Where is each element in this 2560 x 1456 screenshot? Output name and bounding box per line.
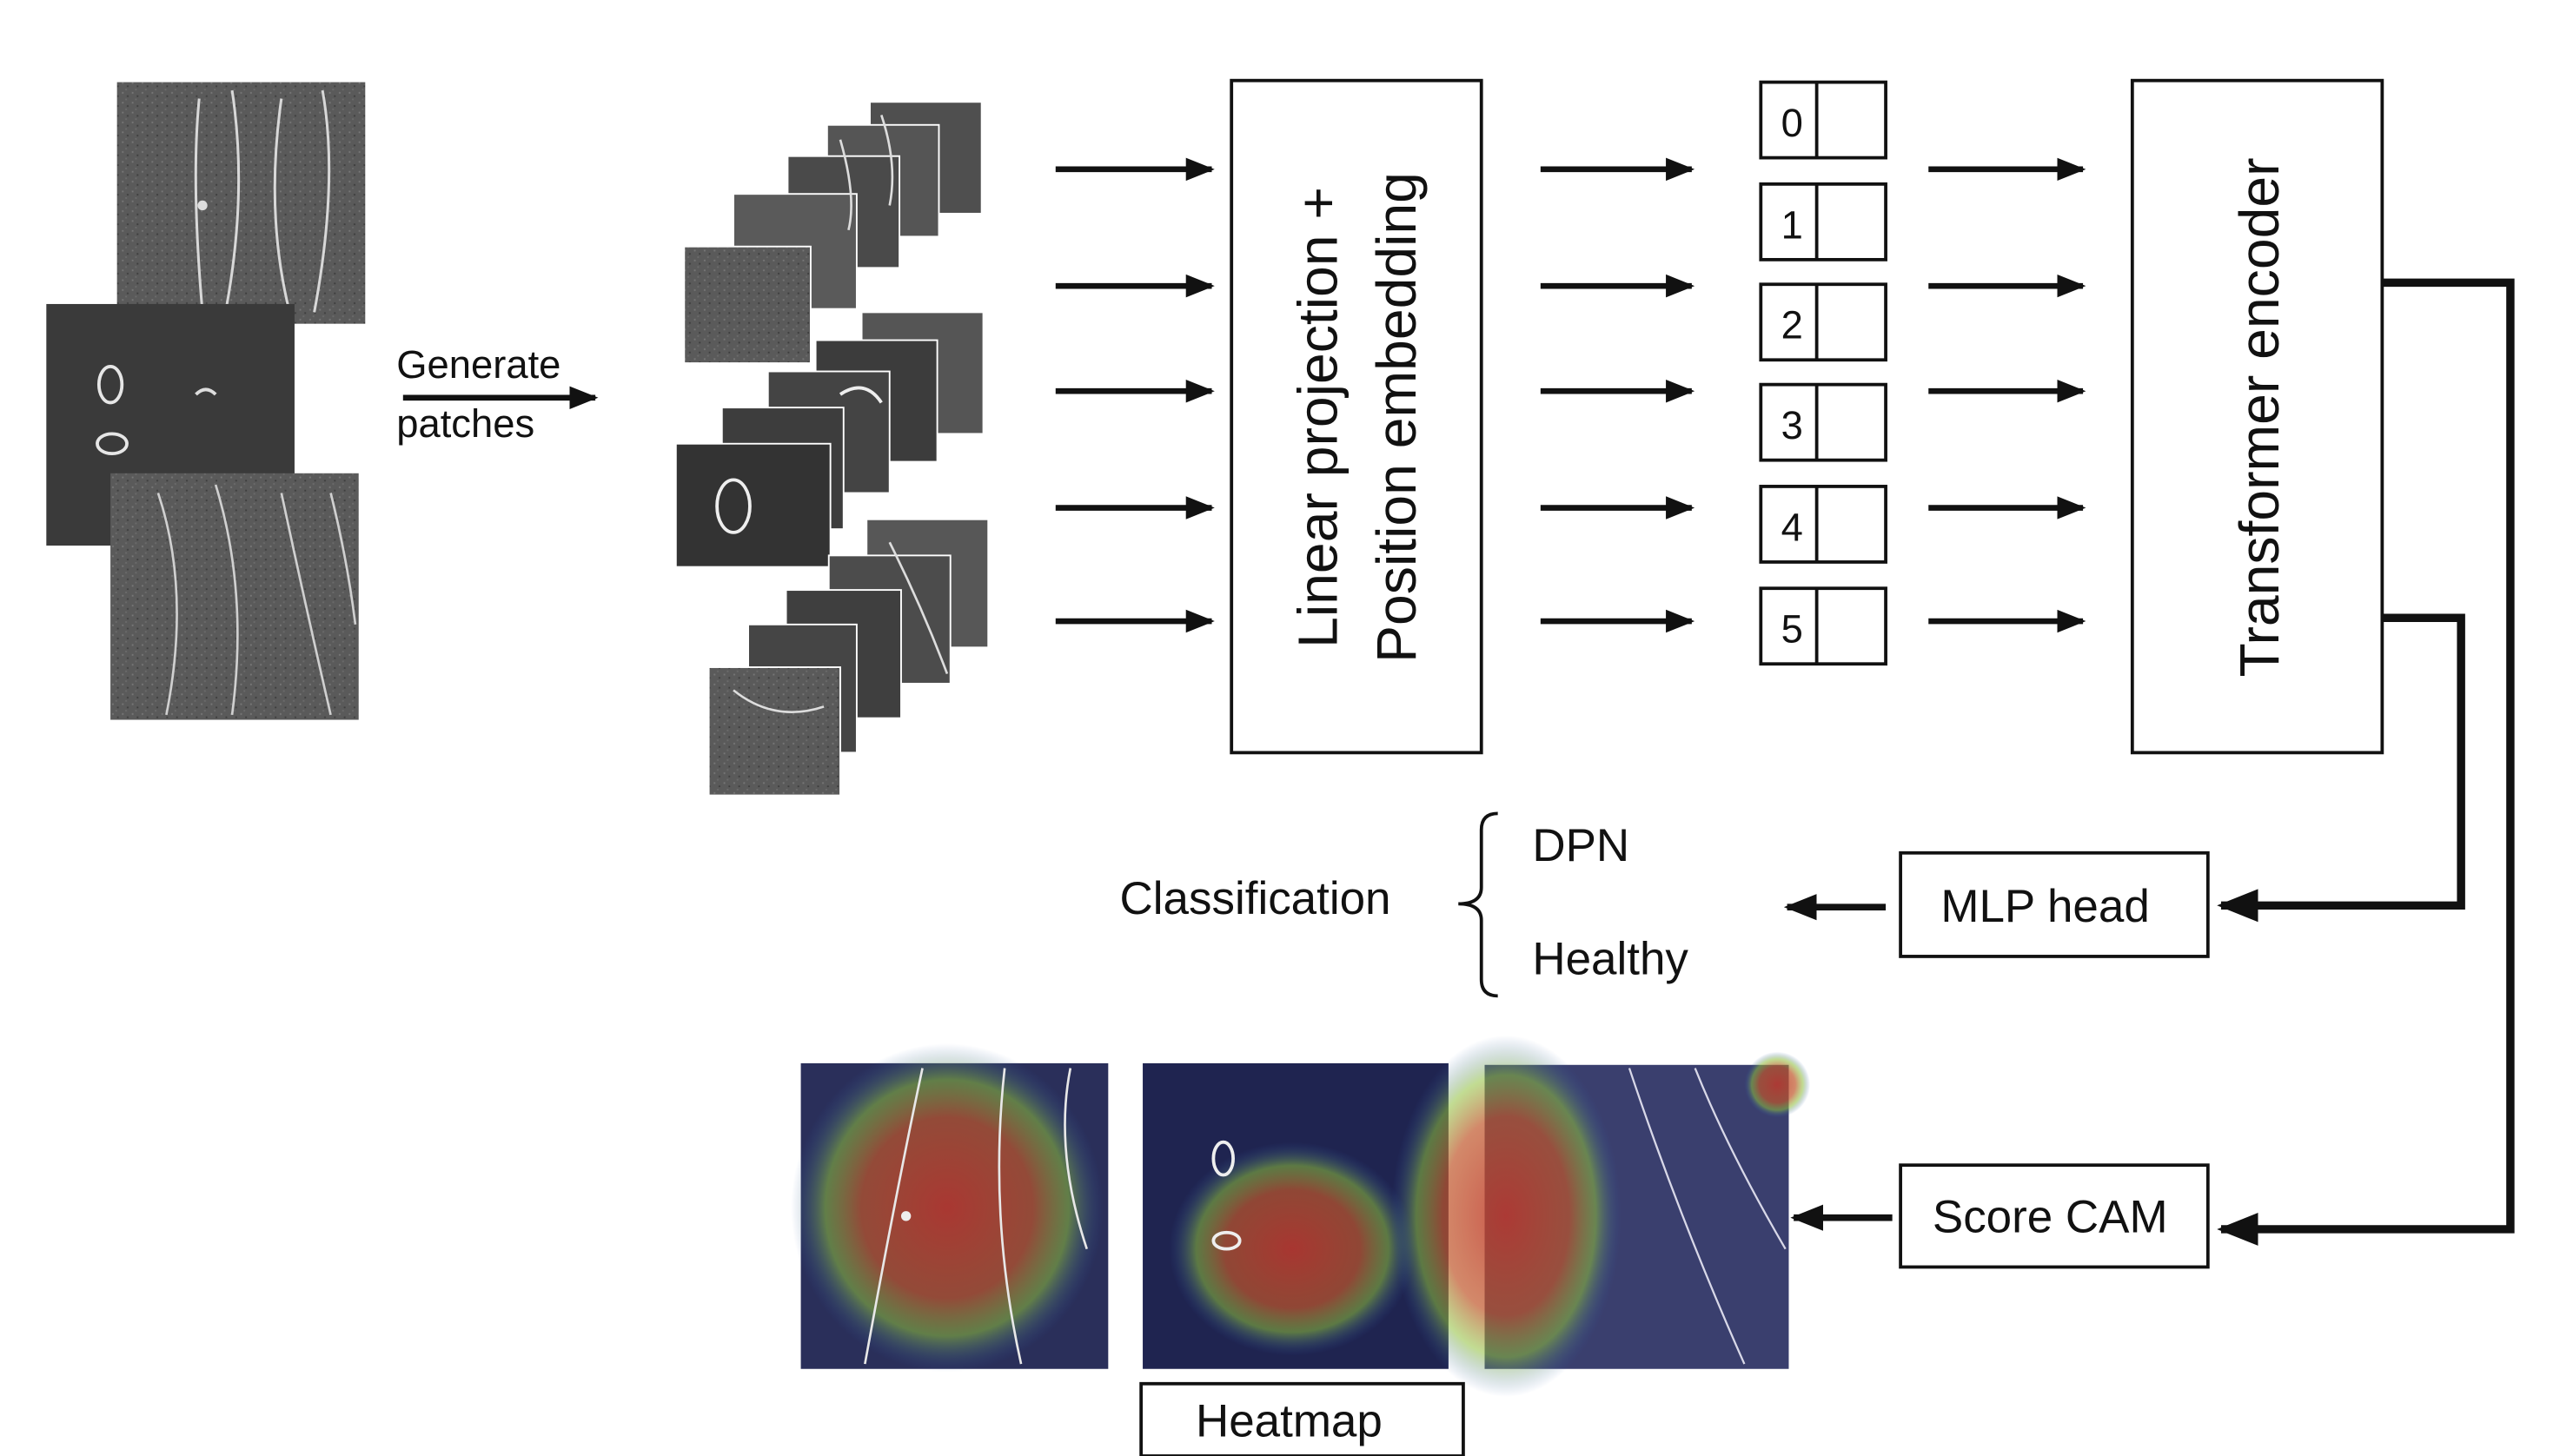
- input-image-3: [110, 473, 359, 720]
- classification-label: Classification: [1120, 873, 1391, 924]
- projection-label-line1: Linear projection +: [1286, 187, 1349, 648]
- heatmap-image-1: [791, 1043, 1109, 1373]
- encoder-box: Transformer encoder: [2130, 78, 2384, 755]
- encoder-output-connectors: [2217, 278, 2515, 1246]
- connector-to-mlp: [2217, 613, 2465, 923]
- token-index: 5: [1781, 607, 1803, 652]
- generate-label-line1: Generate: [396, 342, 560, 387]
- patch-stacks: [674, 101, 990, 797]
- token-index: 1: [1781, 202, 1803, 247]
- generate-label-line2: patches: [396, 401, 534, 446]
- token-4: 4: [1759, 485, 1887, 564]
- heatmap-images: [791, 1035, 1811, 1397]
- projection-to-token-arrows: [1540, 157, 1695, 633]
- patch-to-projection-arrows: [1055, 157, 1215, 633]
- mlp-head-box: MLP head: [1899, 850, 2210, 958]
- patch-stack-1: [683, 101, 983, 364]
- token-index: 3: [1781, 403, 1803, 447]
- class-healthy: Healthy: [1532, 934, 1688, 985]
- token-1: 1: [1759, 182, 1887, 261]
- scorecam-box: Score CAM: [1899, 1163, 2210, 1269]
- classification-brace: [1458, 811, 1498, 998]
- patch-stack-2: [674, 311, 985, 568]
- token-index: 2: [1781, 303, 1803, 347]
- class-dpn: DPN: [1532, 820, 1629, 871]
- heatmap-image-3: [1390, 1035, 1811, 1397]
- token-index: 4: [1781, 505, 1803, 549]
- projection-box: Linear projection + Position embedding: [1230, 78, 1483, 755]
- token-0: 0: [1759, 80, 1887, 160]
- token-2: 2: [1759, 282, 1887, 362]
- input-images: [46, 82, 366, 720]
- patch-stack-3: [707, 518, 990, 797]
- input-image-1: [116, 82, 366, 324]
- heatmap-label: Heatmap: [1196, 1395, 1383, 1446]
- token-3: 3: [1759, 382, 1887, 462]
- classification-group: Classification DPN Healthy: [1120, 811, 1688, 998]
- token-5: 5: [1759, 586, 1887, 666]
- encoder-label: Transformer encoder: [2228, 158, 2291, 678]
- mlp-head-label: MLP head: [1940, 881, 2149, 932]
- token-column: 0 1 2 3 4 5: [1759, 80, 1887, 666]
- token-index: 0: [1781, 101, 1803, 145]
- projection-label-line2: Position embedding: [1365, 172, 1428, 663]
- token-to-encoder-arrows: [1928, 157, 2086, 633]
- scorecam-label: Score CAM: [1933, 1192, 2168, 1243]
- heatmap-label-box: Heatmap: [1139, 1381, 1465, 1456]
- connector-to-scorecam: [2217, 278, 2515, 1246]
